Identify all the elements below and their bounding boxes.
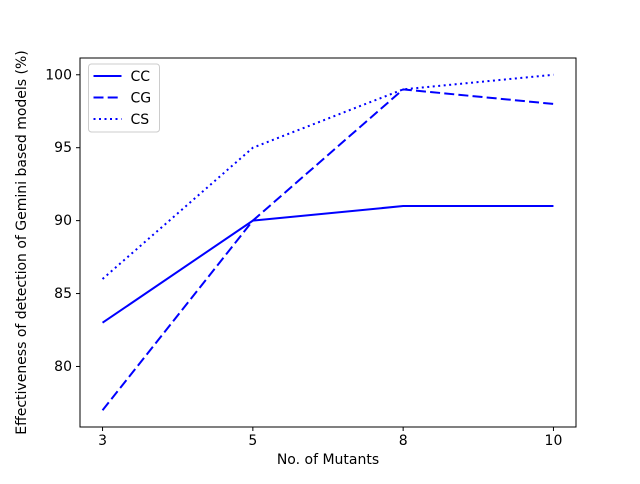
legend-entry-cc: CC [93,69,151,85]
x-tick-label: 5 [248,433,257,449]
legend-label: CS [131,112,150,128]
series-line-cg [101,88,554,411]
x-axis-label: No. of Mutants [277,452,379,468]
legend-frame [88,63,160,133]
y-tick-label: 85 [54,286,72,302]
series-line-cs [101,73,554,280]
x-tick-label: 8 [399,433,408,449]
y-tick-label: 95 [54,140,72,156]
plot-frame [79,57,577,428]
legend-label: CG [131,91,152,107]
legend-entry-cg: CG [93,91,152,107]
y-axis-label: Effectiveness of detection of Gemini bas… [14,50,30,435]
y-tick-label: 80 [54,359,72,375]
y-tick-label: 90 [54,213,72,229]
x-tick-label: 10 [545,433,563,449]
series-lines [101,73,554,411]
legend: CC CG CS [88,63,160,133]
legend-entry-cs: CS [93,112,150,128]
axes: 3 5 8 10 80 85 90 95 100 [45,57,577,449]
x-tick-label: 3 [98,433,107,449]
series-line-cc [101,205,554,324]
y-tick-label: 100 [45,67,72,83]
legend-label: CC [131,69,151,85]
